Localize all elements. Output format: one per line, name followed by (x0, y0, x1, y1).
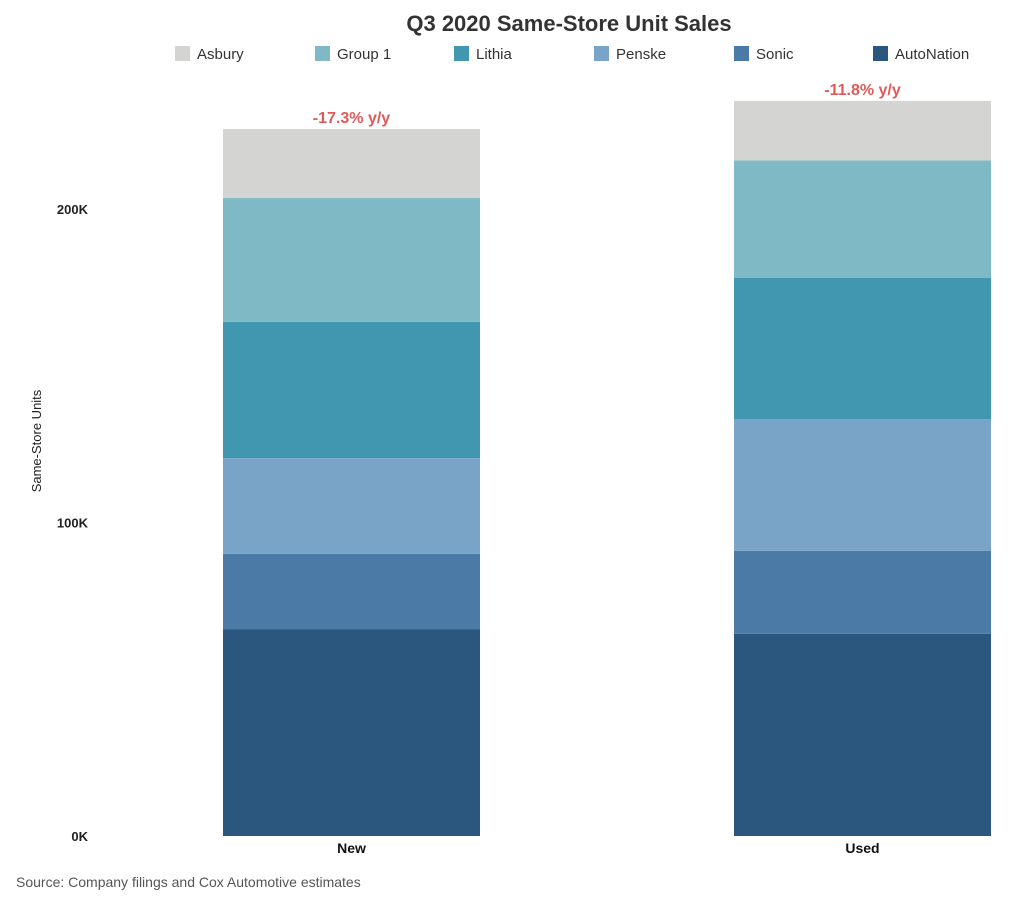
legend-item-asbury: Asbury (175, 46, 244, 63)
legend-swatch-sonic (734, 46, 749, 61)
legend-label-sonic: Sonic (756, 46, 794, 63)
bar-segment-new-autonation (223, 629, 480, 836)
annotations: -17.3% y/y -11.8% y/y (313, 82, 901, 127)
y-tick-label: 100K (57, 516, 89, 531)
y-axis: 0K 100K 200K (57, 202, 89, 844)
bar-segment-used-group-1 (734, 160, 991, 278)
y-tick-label: 0K (71, 829, 88, 844)
source-note: Source: Company filings and Cox Automoti… (16, 874, 361, 890)
legend-swatch-autonation (873, 46, 888, 61)
y-tick-label: 200K (57, 202, 89, 217)
legend-label-autonation: AutoNation (895, 46, 969, 63)
chart-title: Q3 2020 Same-Store Unit Sales (406, 11, 731, 36)
bar-segment-used-penske (734, 419, 991, 551)
bar-segment-new-asbury (223, 129, 480, 199)
legend-item-penske: Penske (594, 46, 666, 63)
bars (223, 100, 991, 836)
y-axis-label: Same-Store Units (29, 389, 44, 492)
legend-label-penske: Penske (616, 46, 666, 63)
bar-segment-used-autonation (734, 633, 991, 836)
bar-segment-used-asbury (734, 100, 991, 161)
x-tick-label-new: New (337, 840, 366, 856)
bar-segment-new-lithia (223, 321, 480, 459)
x-tick-label-used: Used (845, 840, 879, 856)
legend-item-autonation: AutoNation (873, 46, 969, 63)
bar-segment-used-lithia (734, 277, 991, 420)
legend-swatch-lithia (454, 46, 469, 61)
legend-item-lithia: Lithia (454, 46, 513, 63)
legend-label-lithia: Lithia (476, 46, 513, 63)
legend: Asbury Group 1 Lithia Penske Sonic AutoNation (175, 46, 969, 63)
legend-swatch-penske (594, 46, 609, 61)
bar-segment-new-group-1 (223, 198, 480, 322)
annotation-new: -17.3% y/y (313, 110, 390, 127)
bar-segment-used-sonic (734, 550, 991, 634)
legend-item-sonic: Sonic (734, 46, 794, 63)
legend-item-group-1: Group 1 (315, 46, 391, 63)
annotation-used: -11.8% y/y (824, 82, 901, 99)
bar-segment-new-penske (223, 458, 480, 554)
legend-swatch-asbury (175, 46, 190, 61)
legend-swatch-group-1 (315, 46, 330, 61)
bar-stack-new (223, 129, 480, 836)
legend-label-asbury: Asbury (197, 46, 244, 63)
bar-stack-used (734, 100, 991, 836)
x-axis: New Used (337, 840, 880, 856)
legend-label-group-1: Group 1 (337, 46, 391, 63)
bar-segment-new-sonic (223, 553, 480, 630)
